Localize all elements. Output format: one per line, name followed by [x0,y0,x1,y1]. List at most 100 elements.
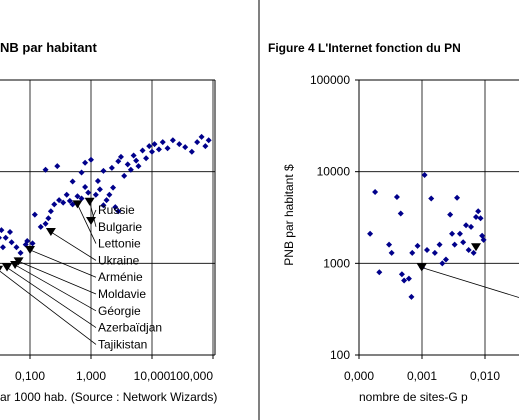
chart1-country-label: Tajikistan [98,337,147,351]
chart1-x-tick-label: 1,000 [76,369,106,383]
chart1-data-point [17,249,24,256]
chart1-data-point [164,145,171,152]
chart1-data-point [143,155,150,162]
chart1-data-point [169,137,176,144]
chart1-data-point [205,137,212,144]
chart1-data-point [47,208,54,215]
chart1-leader-line [18,261,97,295]
chart1-leader-line [89,201,97,227]
chart2-data-point [372,189,379,196]
chart1-country-label: Lettonie [98,237,141,251]
chart2-data-point [442,256,449,263]
chart1-data-point [45,215,52,222]
chart1-country-label: Azerbaïdjan [98,321,162,335]
chart2-ylabel: PNB par habitant $ [282,164,296,266]
chart2-data-point [398,271,405,278]
chart1-data-point [110,184,117,191]
chart1-highlight-marker [0,265,4,271]
chart2-data-point [388,249,395,256]
chart1-data-point [63,191,70,198]
chart1-leader-line [77,204,97,244]
chart1-x-tick-label: 0,100 [15,369,45,383]
chart2-data-point [397,210,404,217]
chart1-leader-line [29,249,97,278]
chart1-data-point [198,133,205,140]
chart2-data-point [408,293,415,300]
chart1-data-point [94,178,101,185]
chart2-data-point [431,249,438,256]
chart1-data-point [188,148,195,155]
chart1-country-label: Arménie [98,270,143,284]
chart2-data-point [401,277,408,284]
chart1-data-point [13,244,20,251]
chart1-leader-line [6,267,97,328]
chart2-x-tick-label: 0,001 [407,369,437,383]
chart1-data-point [24,238,31,245]
chart1-data-point [29,240,36,247]
chart2-data-point [463,222,470,229]
chart1-data-point [115,208,122,215]
chart1-data-point [182,144,189,151]
chart2-data-point [451,241,458,248]
chart1-data-point [0,227,5,234]
chart2-data-point [480,236,487,243]
chart1-data-point [135,163,142,170]
chart1-data-point [0,235,2,240]
chart2-data-point [449,230,456,237]
chart1-data-point [100,167,107,174]
chart1-data-point [42,220,49,227]
chart1-data-point [92,191,99,198]
chart1-data-point [78,195,85,202]
chart1-data-point [37,223,44,230]
chart1-data-point [96,186,103,193]
chart1-data-point [54,163,61,170]
chart1-country-label: Ukraine [98,253,140,267]
chart1-data-point [159,139,166,146]
chart1-data-point [130,152,137,159]
chart2-data-point [454,194,461,201]
chart1-data-point [56,197,63,204]
chart2-x-tick-label: 0,010 [470,369,500,383]
chart1-data-point [202,143,209,150]
chart1-data-point [133,157,140,164]
chart1-country-label: Moldavie [98,287,146,301]
chart2-data-point [386,241,393,248]
chart1-data-point [8,239,15,246]
chart2-xlabel: nombre de sites-G p [359,390,468,404]
chart1-data-point [0,244,6,251]
chart1-x-tick-label: 10,000 [134,369,171,383]
chart1-data-point [194,139,201,146]
chart1-data-point [108,164,115,171]
chart1-data-point [151,141,158,148]
chart1-data-point [31,211,38,218]
chart1-xlabel: ar 1000 hab. (Source : Network Wizards) [0,390,217,404]
chart1-data-point [6,228,13,235]
chart2-data-point [439,260,446,267]
chart1-data-point [82,184,89,191]
chart1-data-point [112,204,119,211]
chart2-y-tick-label: 1000 [323,256,350,270]
chart1-data-point [115,158,122,165]
chart2-data-point [465,246,472,253]
chart1-leader-line [0,270,97,345]
chart2-data-point [468,223,475,230]
chart1-data-point [60,199,67,206]
chart1-data-point [2,234,9,241]
chart2-data-point [393,193,400,200]
chart1-data-point [106,191,113,198]
chart1-data-point [100,202,107,209]
chart2-data-point [376,269,383,276]
chart1-data-point [82,159,89,166]
chart2-data-point [460,239,467,246]
chart1-data-point [127,166,134,173]
chart1-data-point [88,156,94,163]
chart1-data-point [69,178,76,185]
chart2-data-point [421,171,428,178]
chart2-highlight-marker [471,243,482,252]
chart2-data-point [423,246,430,253]
chart1-data-point [78,169,85,176]
chart2-data-point [436,241,443,248]
chart1-leader-line [14,264,97,312]
chart1-data-point [42,166,49,173]
